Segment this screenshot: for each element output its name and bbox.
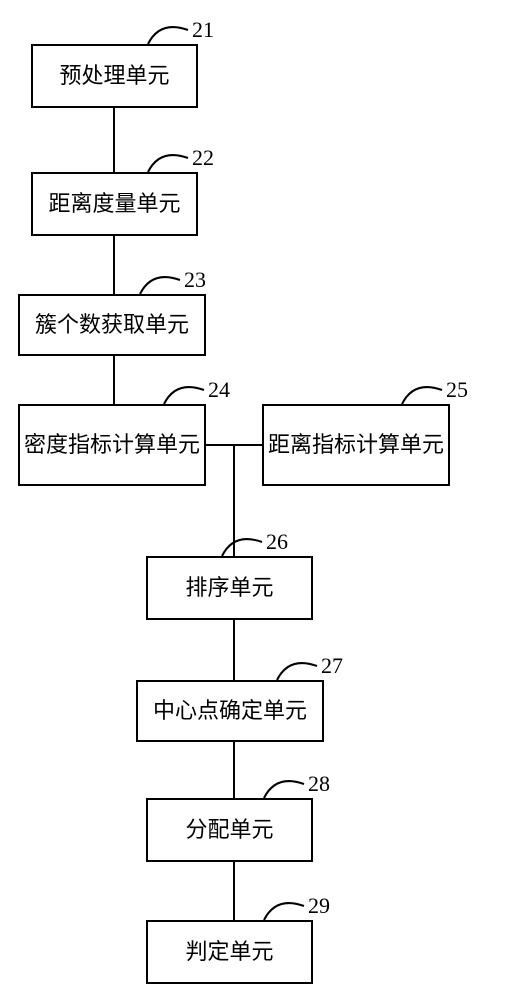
leader-line — [164, 387, 204, 404]
node-n21: 预处理单元 — [31, 44, 198, 108]
node-label: 判定单元 — [185, 938, 273, 967]
leader-line — [264, 903, 304, 920]
leader-line — [148, 155, 188, 172]
node-n25: 距离指标计算单元 — [262, 404, 450, 486]
node-number-n28: 28 — [308, 771, 330, 797]
leader-line — [140, 277, 180, 294]
node-n28: 分配单元 — [146, 798, 313, 862]
node-n29: 判定单元 — [146, 920, 313, 984]
leader-line — [148, 27, 188, 44]
node-n22: 距离度量单元 — [31, 172, 198, 236]
leader-line — [277, 663, 317, 680]
leader-line — [222, 539, 262, 556]
node-number-n29: 29 — [308, 893, 330, 919]
node-n23: 簇个数获取单元 — [18, 294, 206, 356]
node-number-n26: 26 — [266, 529, 288, 555]
node-label: 密度指标计算单元 — [24, 431, 200, 460]
node-label: 分配单元 — [185, 816, 273, 845]
leader-line — [402, 387, 442, 404]
node-n24: 密度指标计算单元 — [18, 404, 206, 486]
node-label: 距离度量单元 — [48, 190, 180, 219]
node-number-n27: 27 — [321, 653, 343, 679]
node-n27: 中心点确定单元 — [136, 680, 324, 742]
node-number-n25: 25 — [446, 377, 468, 403]
node-label: 簇个数获取单元 — [35, 311, 189, 340]
node-label: 预处理单元 — [59, 62, 169, 91]
node-label: 距离指标计算单元 — [268, 431, 444, 460]
node-n26: 排序单元 — [146, 556, 313, 620]
node-label: 排序单元 — [185, 574, 273, 603]
node-number-n22: 22 — [192, 145, 214, 171]
node-number-n21: 21 — [192, 17, 214, 43]
leader-line — [264, 781, 304, 798]
node-label: 中心点确定单元 — [153, 697, 307, 726]
node-number-n23: 23 — [184, 267, 206, 293]
node-number-n24: 24 — [208, 377, 230, 403]
